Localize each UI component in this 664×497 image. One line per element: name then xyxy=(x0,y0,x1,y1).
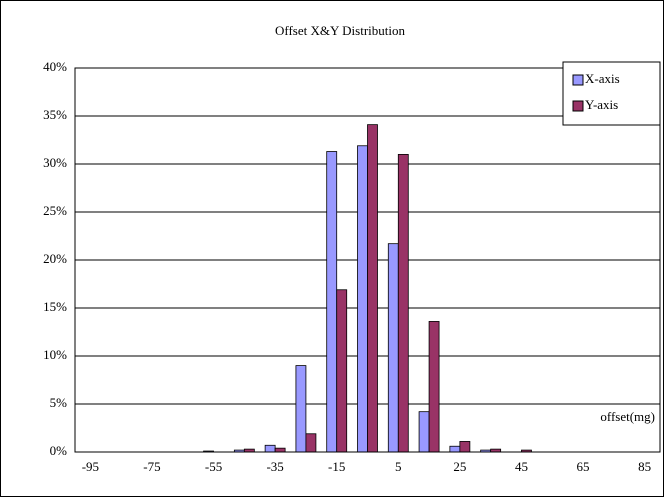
legend-label: X-axis xyxy=(585,71,620,86)
y-tick-label: 25% xyxy=(43,203,67,218)
legend-label: Y-axis xyxy=(585,97,618,112)
bar xyxy=(326,151,338,453)
bar xyxy=(387,243,399,453)
bar xyxy=(305,433,317,453)
x-tick-label: 5 xyxy=(395,459,402,474)
x-tick-label: -35 xyxy=(266,459,283,474)
legend-box xyxy=(562,61,661,126)
bar xyxy=(397,153,409,453)
bar xyxy=(357,145,368,453)
x-tick-label: -75 xyxy=(143,459,160,474)
y-tick-label: 0% xyxy=(50,443,68,458)
bar xyxy=(418,411,430,453)
y-tick-label: 35% xyxy=(43,107,67,122)
x-tick-label: -55 xyxy=(205,459,222,474)
bar xyxy=(367,124,378,453)
y-tick-label: 5% xyxy=(50,395,68,410)
x-tick-label: 45 xyxy=(515,459,528,474)
bar xyxy=(459,441,471,453)
bar xyxy=(264,444,276,453)
y-tick-label: 10% xyxy=(43,347,67,362)
annotation: offset(mg) xyxy=(600,409,655,424)
x-tick-label: -95 xyxy=(82,459,99,474)
legend-swatch xyxy=(572,100,584,112)
bar xyxy=(336,289,348,453)
y-tick-label: 15% xyxy=(43,299,67,314)
bar xyxy=(428,321,440,453)
y-tick-label: 20% xyxy=(43,251,67,266)
bar xyxy=(295,365,307,453)
plot-frame xyxy=(74,67,661,453)
x-tick-label: 25 xyxy=(453,459,466,474)
bar xyxy=(449,445,461,453)
x-tick-label: 65 xyxy=(577,459,590,474)
x-tick-label: 85 xyxy=(638,459,651,474)
legend-swatch xyxy=(572,74,584,86)
chart-title: Offset X&Y Distribution xyxy=(275,23,405,38)
y-tick-label: 40% xyxy=(43,59,67,74)
bar xyxy=(274,447,286,453)
x-tick-label: -15 xyxy=(328,459,345,474)
y-tick-label: 30% xyxy=(43,155,67,170)
